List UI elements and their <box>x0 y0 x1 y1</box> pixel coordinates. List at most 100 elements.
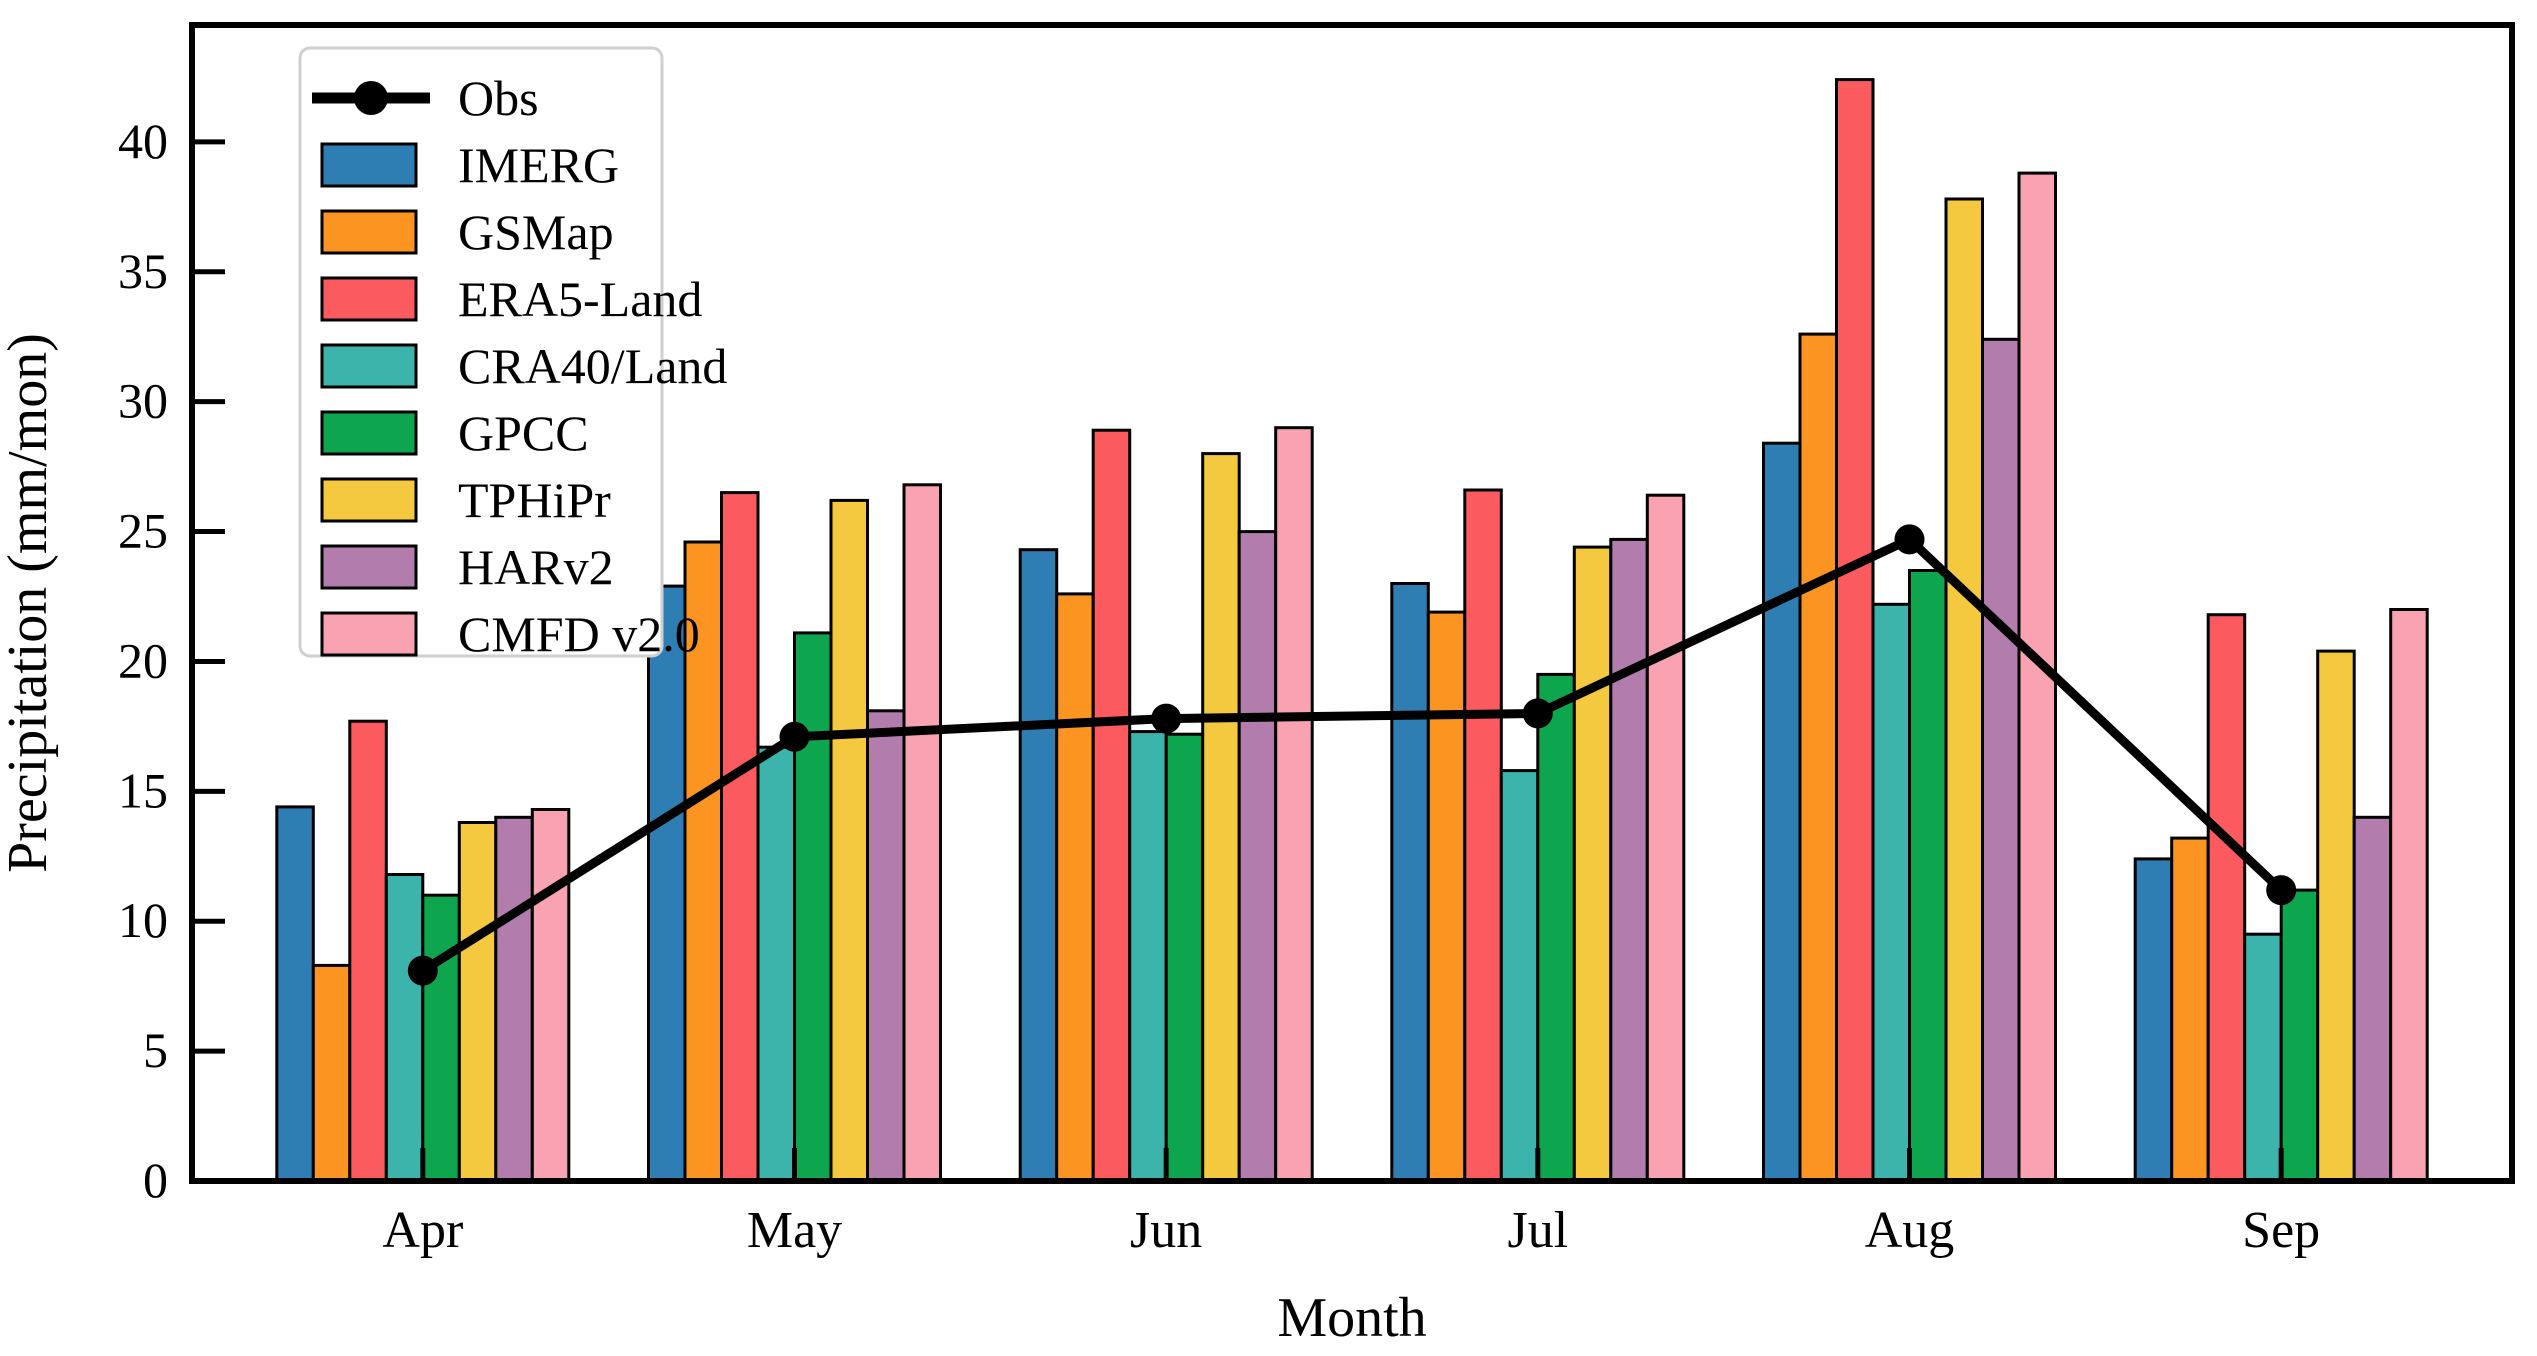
legend-swatch-gsmap <box>320 209 418 255</box>
legend-item-obs: Obs <box>312 70 539 126</box>
bar-cra40-land-apr <box>384 873 425 1183</box>
bar-era5-land-aug <box>1835 78 1875 1183</box>
bar-era5-land-sep <box>2206 613 2247 1183</box>
month-tick-label-may: May <box>747 1202 842 1259</box>
bar-gsmap-jul <box>1426 610 1467 1183</box>
legend-swatch-gpcc <box>320 410 418 456</box>
legend-item-harv2: HARv2 <box>320 539 614 595</box>
obs-point-sep <box>2266 875 2297 906</box>
legend-label-gsmap: GSMap <box>458 204 614 260</box>
y-tick-label: 15 <box>118 762 168 818</box>
bar-cmfd-v2-0-jun <box>1274 426 1314 1183</box>
y-tick-label: 40 <box>118 113 168 169</box>
month-tick-label-jul: Jul <box>1507 1202 1568 1259</box>
legend: Obs IMERG GSMap ERA5-Land CRA40/Land GPCC TPHi… <box>298 46 727 662</box>
bar-tphipr-apr <box>457 821 498 1183</box>
y-tick-label: 35 <box>118 243 168 299</box>
bar-gpcc-may <box>793 631 833 1183</box>
legend-label-imerg: IMERG <box>458 137 619 193</box>
bar-gpcc-jun <box>1164 732 1205 1183</box>
legend-item-gsmap: GSMap <box>320 204 614 260</box>
legend-swatch-era5-land <box>320 276 418 322</box>
month-tick-label-sep: Sep <box>2242 1202 2320 1259</box>
bar-harv2-jul <box>1609 537 1649 1183</box>
bar-tphipr-may <box>829 498 869 1183</box>
axes-layer: 0 5 10 15 20 25 30 35 40 Apr May Jun Jul Aug Sep <box>118 22 2515 1259</box>
bar-cra40-land-jul <box>1499 769 1540 1183</box>
legend-swatch-imerg <box>320 142 418 188</box>
legend-swatch-harv2 <box>320 544 418 590</box>
bar-gpcc-jul <box>1536 672 1576 1183</box>
bar-imerg-may <box>647 584 687 1183</box>
plot-frame <box>189 22 2515 1184</box>
bar-harv2-may <box>866 709 906 1183</box>
y-tick-label: 25 <box>118 503 168 559</box>
legend-item-tphipr: TPHiPr <box>320 472 611 528</box>
legend-item-era5-land: ERA5-Land <box>320 271 702 327</box>
bar-era5-land-jun <box>1091 428 1132 1183</box>
bar-gsmap-jun <box>1055 592 1095 1183</box>
bar-gsmap-apr <box>311 963 352 1183</box>
legend-label-obs: Obs <box>458 70 539 126</box>
month-tick-label-jun: Jun <box>1130 1202 1202 1259</box>
bar-gsmap-aug <box>1798 332 1838 1183</box>
bar-cmfd-v2-0-may <box>902 483 942 1183</box>
legend-item-gpcc: GPCC <box>320 405 589 461</box>
legend-swatch-cmfd-v2-0 <box>320 611 418 657</box>
bar-tphipr-jun <box>1201 452 1241 1183</box>
bar-cmfd-v2-0-jul <box>1645 493 1686 1183</box>
bar-imerg-jun <box>1018 548 1059 1183</box>
bar-cmfd-v2-0-sep <box>2389 608 2429 1183</box>
obs-point-apr <box>407 955 438 986</box>
y-tick-label: 10 <box>118 892 168 948</box>
bar-cra40-land-jun <box>1128 730 1168 1183</box>
y-tick-label: 30 <box>118 373 168 429</box>
obs-line <box>418 534 2286 976</box>
bar-era5-land-may <box>720 491 760 1183</box>
bar-harv2-jun <box>1237 530 1278 1183</box>
obs-point-jul <box>1522 698 1553 729</box>
bar-gpcc-aug <box>1908 569 1948 1183</box>
bar-era5-land-apr <box>348 719 388 1183</box>
bar-imerg-sep <box>2133 857 2174 1183</box>
bar-imerg-aug <box>1762 441 1802 1183</box>
legend-label-cra40-land: CRA40/Land <box>458 338 727 394</box>
legend-label-era5-land: ERA5-Land <box>458 271 702 327</box>
x-axis-label: Month <box>1277 1287 1426 1349</box>
legend-swatch-cra40-land <box>320 343 418 389</box>
legend-item-imerg: IMERG <box>320 137 619 193</box>
bar-gpcc-apr <box>421 893 461 1183</box>
y-tick-label: 0 <box>143 1152 168 1208</box>
legend-item-cra40-land: CRA40/Land <box>320 338 727 394</box>
bar-harv2-apr <box>494 815 534 1183</box>
legend-label-tphipr: TPHiPr <box>458 472 611 528</box>
bar-tphipr-sep <box>2316 649 2356 1183</box>
month-tick-label-apr: Apr <box>382 1202 463 1259</box>
bar-imerg-jul <box>1390 582 1430 1183</box>
bars-layer <box>275 78 2429 1183</box>
bar-cra40-land-may <box>756 745 796 1183</box>
obs-marker-swatch <box>354 81 388 115</box>
bar-cra40-land-aug <box>1871 602 1911 1183</box>
bar-gsmap-may <box>683 540 723 1183</box>
legend-label-harv2: HARv2 <box>458 539 614 595</box>
legend-label-gpcc: GPCC <box>458 405 589 461</box>
bar-cmfd-v2-0-apr <box>530 808 571 1183</box>
obs-line-layer <box>407 524 2297 986</box>
bar-gpcc-sep <box>2279 888 2320 1183</box>
obs-point-aug <box>1894 524 1925 555</box>
y-tick-label: 5 <box>143 1022 168 1078</box>
legend-label-cmfd-v2-0: CMFD v2.0 <box>458 606 700 662</box>
legend-item-cmfd-v2-0: CMFD v2.0 <box>320 606 700 662</box>
bar-cra40-land-sep <box>2243 932 2283 1183</box>
bar-tphipr-jul <box>1572 545 1613 1183</box>
bar-tphipr-aug <box>1944 197 1984 1183</box>
bar-gsmap-sep <box>2170 836 2210 1183</box>
month-tick-label-aug: Aug <box>1865 1202 1955 1259</box>
bar-imerg-apr <box>275 805 315 1183</box>
bar-era5-land-jul <box>1463 488 1503 1183</box>
obs-point-jun <box>1151 703 1182 734</box>
legend-swatch-tphipr <box>320 477 418 523</box>
